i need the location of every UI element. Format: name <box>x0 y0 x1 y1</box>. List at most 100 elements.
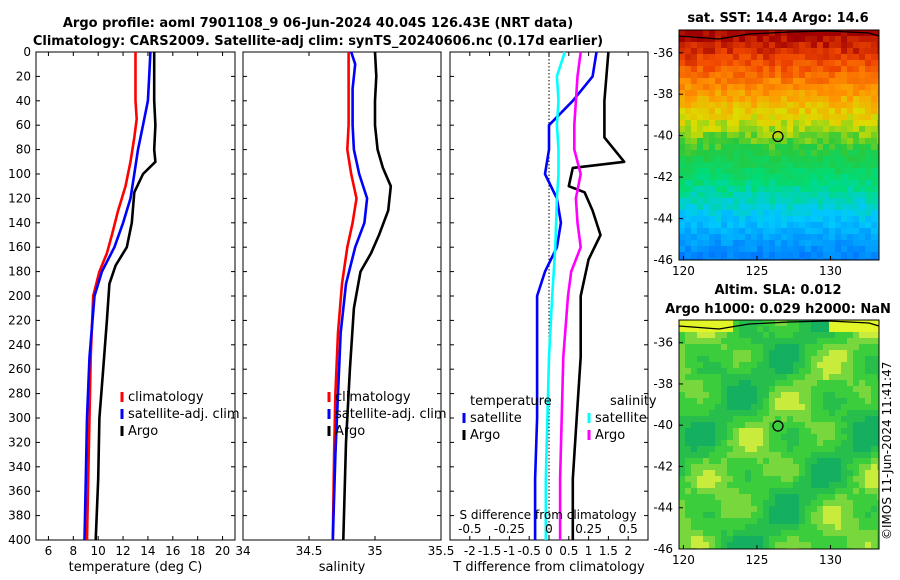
sst_map-cell <box>871 120 878 127</box>
sst_map-cell <box>799 234 806 241</box>
sla_map-cell <box>721 452 728 459</box>
sst_map-cell <box>811 180 818 187</box>
sla_map-cell <box>793 386 800 393</box>
sla_map-cell <box>817 434 824 441</box>
sla_map-cell <box>733 542 740 549</box>
sst_map-cell <box>775 162 782 169</box>
sla_map-cell <box>853 476 860 483</box>
sst_map-cell <box>865 102 872 109</box>
sla_map-cell <box>799 464 806 471</box>
sla_map-cell <box>709 416 716 423</box>
difference-xtick-label: 1.5 <box>599 544 618 558</box>
sla_map-cell <box>829 362 836 369</box>
sst_map-cell <box>715 252 722 259</box>
sla_map-cell <box>721 524 728 531</box>
sla_map-cell <box>829 404 836 411</box>
sla_map-cell <box>877 512 880 519</box>
sst_map-cell <box>841 84 848 91</box>
sla_map-cell <box>817 476 824 483</box>
sst_map-cell <box>847 246 854 253</box>
sla_map-ytick-label: -44 <box>653 501 673 515</box>
sla_map-cell <box>685 368 692 375</box>
sst_map-cell <box>835 198 842 205</box>
sst_map-cell <box>877 126 880 133</box>
sst_map-cell <box>715 216 722 223</box>
sla_map-cell <box>871 410 878 417</box>
sla_map-cell <box>679 368 686 375</box>
sst_map-cell <box>817 96 824 103</box>
sla_map-cell <box>703 362 710 369</box>
sst_map-cell <box>835 210 842 217</box>
sla_map-cell <box>685 386 692 393</box>
sla_map-cell <box>751 518 758 525</box>
sla_map-cell <box>685 332 692 339</box>
sla_map-cell <box>721 338 728 345</box>
sla_map-cell <box>841 482 848 489</box>
sst_map-cell <box>793 66 800 73</box>
sst_map-cell <box>757 78 764 85</box>
sla_map-cell <box>781 356 788 363</box>
sla_map-cell <box>799 356 806 363</box>
sla_map-cell <box>697 386 704 393</box>
sla_map-cell <box>691 440 698 447</box>
sst_map-cell <box>775 150 782 157</box>
sla_map-cell <box>715 332 722 339</box>
sla_map-cell <box>721 362 728 369</box>
sla_map-cell <box>733 428 740 435</box>
sst_map-cell <box>847 144 854 151</box>
sst_map-cell <box>811 204 818 211</box>
sla_map-cell <box>871 320 878 327</box>
sst_map-cell <box>703 48 710 55</box>
sst_map-cell <box>823 66 830 73</box>
sst_map-cell <box>721 96 728 103</box>
sst_map-cell <box>829 144 836 151</box>
sst_map-cell <box>775 30 782 37</box>
sla_map-cell <box>877 374 880 381</box>
sst_map-cell <box>697 78 704 85</box>
sst_map-cell <box>787 120 794 127</box>
sst_map-cell <box>697 204 704 211</box>
sla_map-cell <box>847 488 854 495</box>
sst_map-cell <box>769 192 776 199</box>
sst_map-cell <box>847 234 854 241</box>
sst_map-cell <box>691 30 698 37</box>
sst_map-cell <box>733 180 740 187</box>
sst_map-cell <box>691 150 698 157</box>
sst_map-cell <box>799 258 806 261</box>
sla_map-cell <box>679 512 686 519</box>
sla_map-cell <box>841 458 848 465</box>
sst_map-cell <box>769 144 776 151</box>
sla_map-cell <box>793 398 800 405</box>
sst_map-cell <box>775 252 782 259</box>
sst_map-cell <box>871 36 878 43</box>
sla_map-cell <box>739 518 746 525</box>
sla_map-cell <box>865 446 872 453</box>
sla_map-cell <box>703 356 710 363</box>
sst_map-cell <box>781 246 788 253</box>
sla_map-cell <box>847 512 854 519</box>
sla_map-cell <box>787 404 794 411</box>
sst_map-cell <box>775 78 782 85</box>
sla_map-cell <box>739 362 746 369</box>
sla_map-cell <box>853 464 860 471</box>
sla_map-cell <box>727 416 734 423</box>
sst_map-cell <box>739 156 746 163</box>
sst_map-cell <box>781 258 788 261</box>
sst_map-cell <box>823 204 830 211</box>
sla_map-cell <box>823 512 830 519</box>
sla_map-cell <box>793 446 800 453</box>
sla_map-cell <box>727 494 734 501</box>
sst_map-cell <box>829 90 836 97</box>
sla_map-cell <box>691 428 698 435</box>
sst_map-cell <box>811 186 818 193</box>
sst_map-cell <box>859 78 866 85</box>
sst_map-cell <box>763 186 770 193</box>
sst_map-cell <box>757 234 764 241</box>
sla_map-cell <box>865 338 872 345</box>
sst_map-cell <box>751 228 758 235</box>
sla_map-cell <box>745 338 752 345</box>
sla_map-cell <box>871 362 878 369</box>
sst_map-cell <box>877 90 880 97</box>
sla_map-cell <box>835 374 842 381</box>
sla_map-cell <box>871 344 878 351</box>
